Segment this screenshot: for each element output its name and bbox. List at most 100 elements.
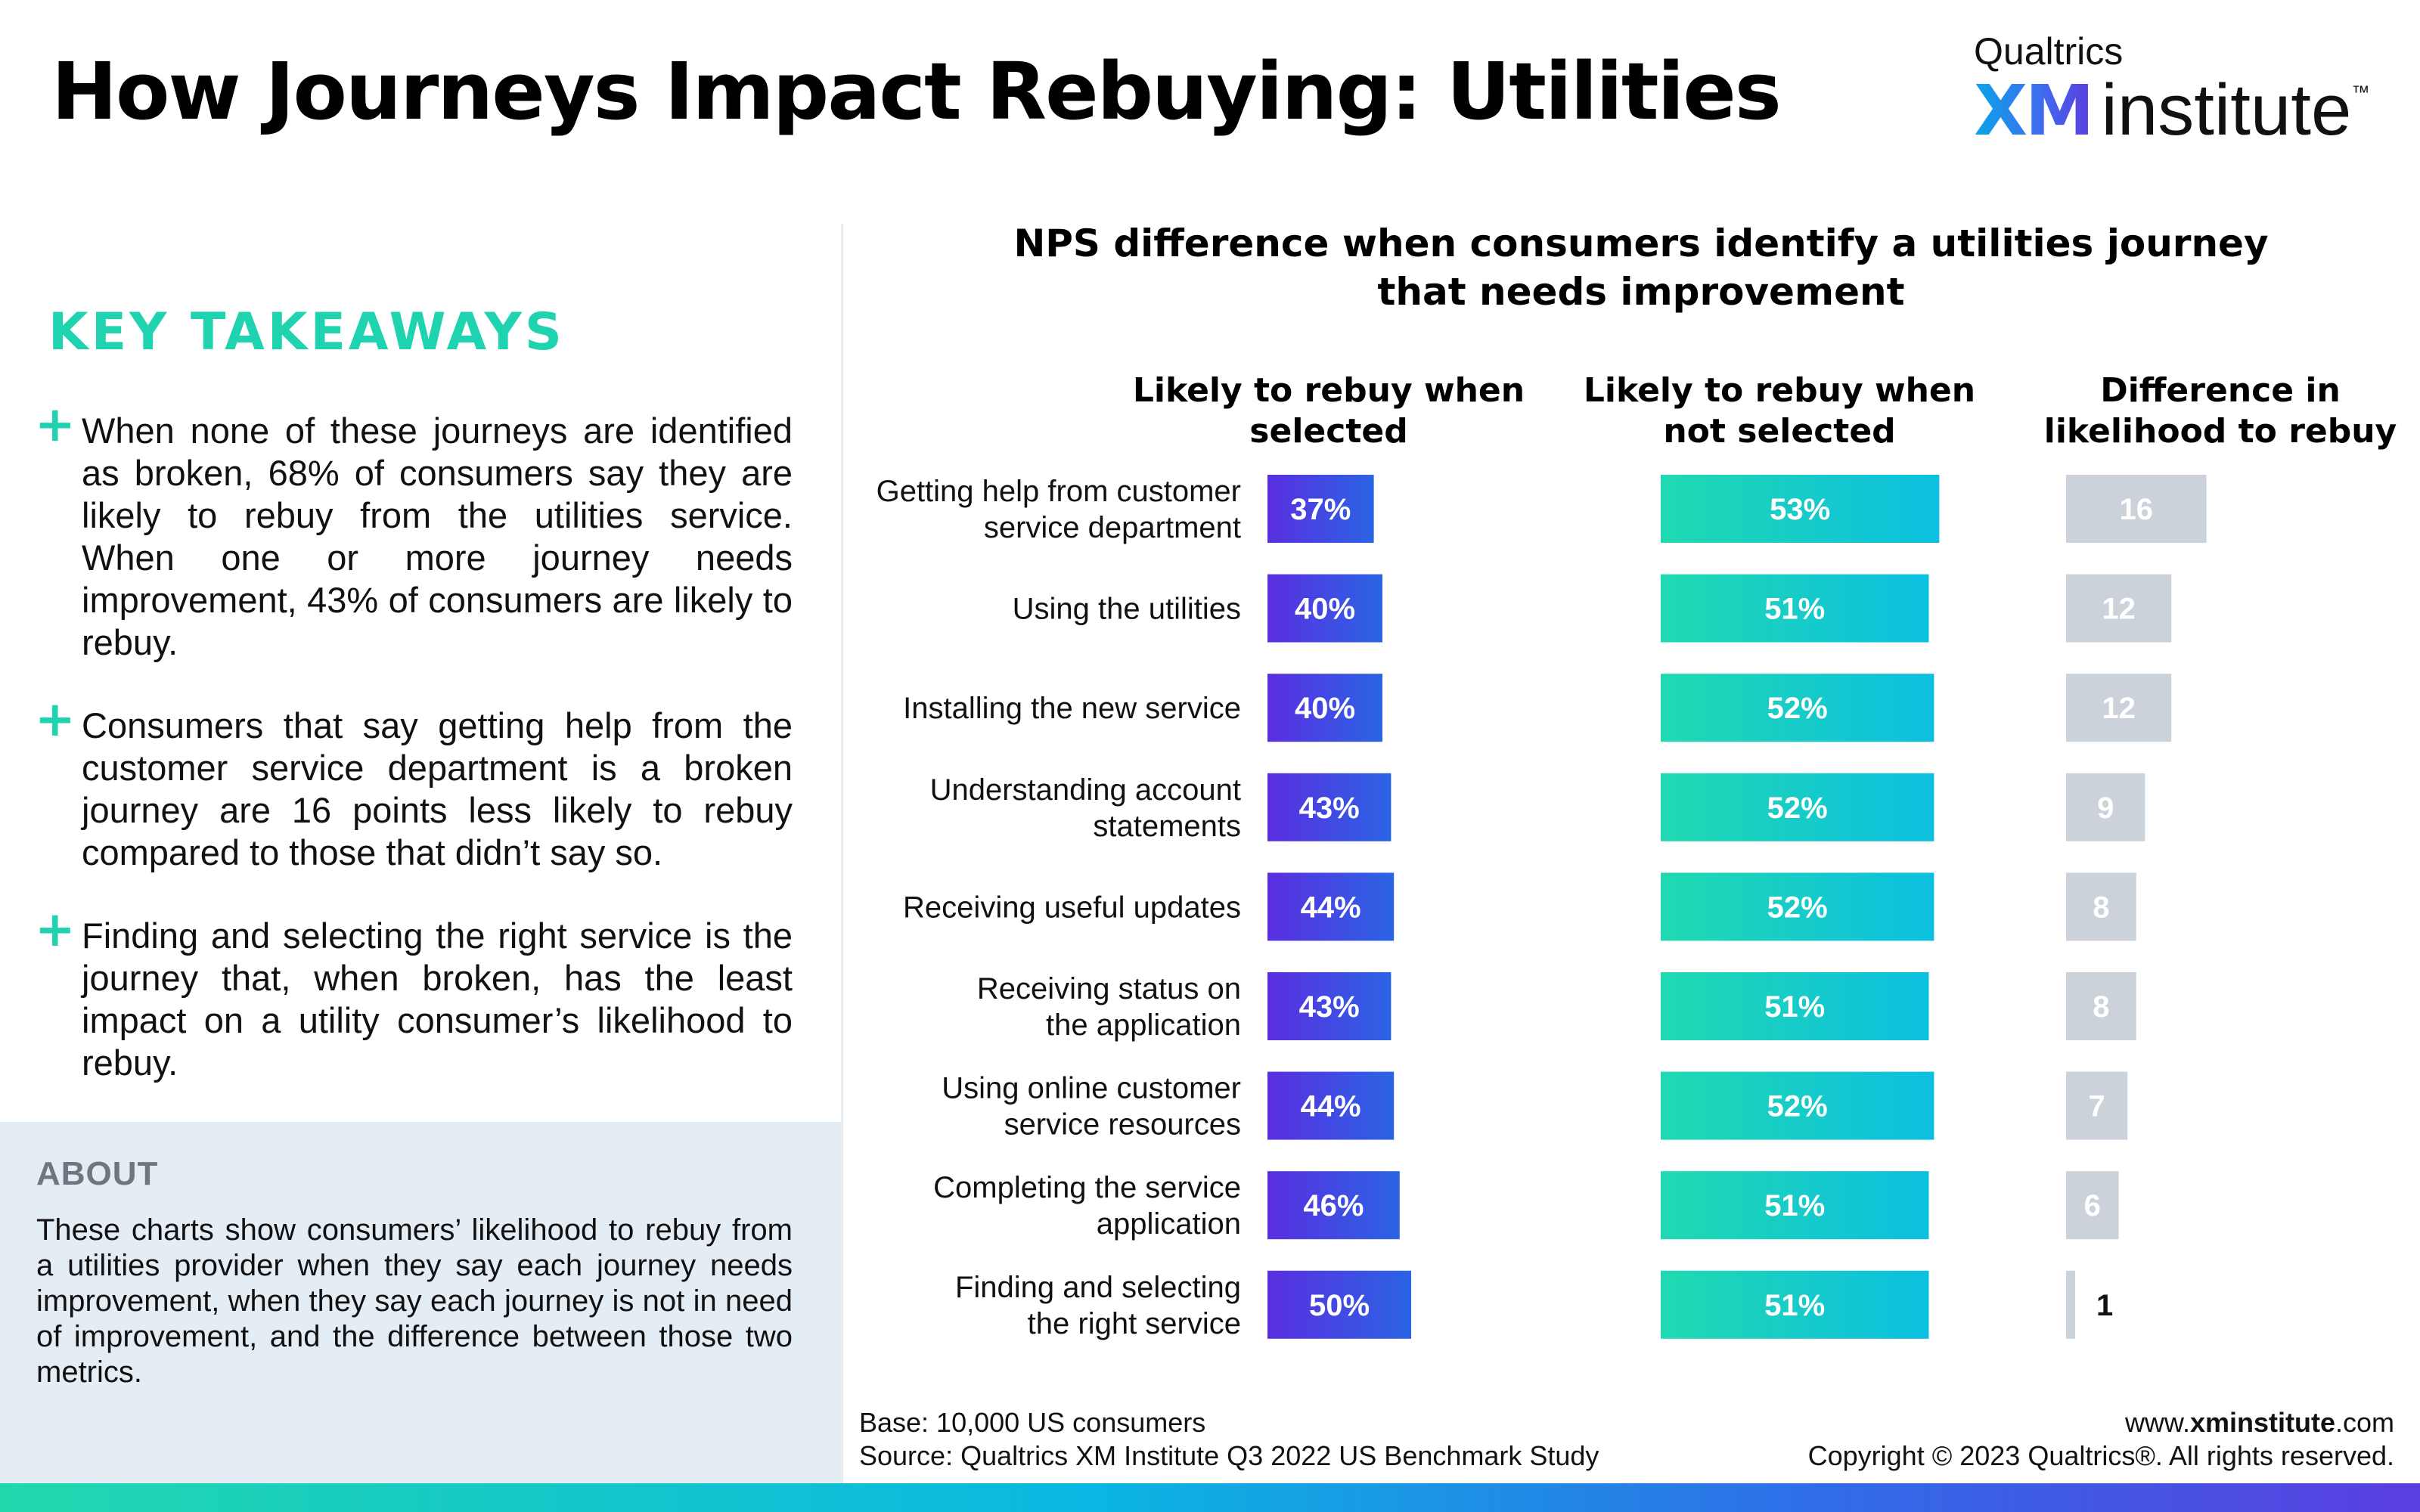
data-label-not-selected: 51% [1764, 1289, 1825, 1322]
takeaway-item: + Consumers that say getting help from t… [35, 696, 793, 874]
takeaway-text: Finding and selecting the right service … [82, 916, 793, 1083]
website-link-prefix: www. [2124, 1407, 2190, 1438]
category-label: Completing the service application [933, 1171, 1241, 1241]
source-note: Source: Qualtrics XM Institute Q3 2022 U… [859, 1440, 1599, 1471]
panel-divider [841, 224, 843, 1483]
footer-copyright: www.xminstitute.com Copyright © 2023 Qua… [1808, 1406, 2394, 1473]
bar-not-selected [1661, 1171, 1929, 1240]
data-label-difference: 16 [2120, 493, 2154, 526]
key-takeaways-heading: KEY TAKEAWAYS [48, 302, 565, 362]
logo-wordmark: XM institute™ [1974, 74, 2369, 168]
bar-difference [2066, 872, 2136, 941]
data-label-difference: 7 [2088, 1090, 2105, 1123]
bar-not-selected [1661, 773, 1934, 841]
bottom-gradient-bar [0, 1483, 2420, 1512]
bar-not-selected [1661, 574, 1929, 643]
logo-institute-text: institute [2101, 70, 2352, 150]
data-label-difference: 9 [2097, 792, 2114, 825]
website-link-suffix: .com [2335, 1407, 2394, 1438]
bar-not-selected [1661, 1270, 1929, 1339]
data-label-selected: 40% [1295, 593, 1355, 626]
bar-difference [2066, 475, 2207, 543]
bar-selected [1267, 972, 1392, 1040]
logo-xm-text: XM [1974, 70, 2094, 151]
website-link[interactable]: www.xminstitute.com [1808, 1406, 2394, 1439]
bar-selected [1267, 475, 1374, 543]
data-label-selected: 46% [1303, 1189, 1364, 1222]
bar-not-selected [1661, 972, 1929, 1040]
data-label-difference: 12 [2102, 593, 2136, 626]
data-label-selected: 37% [1290, 493, 1351, 526]
column-header-not-selected: Likely to rebuy when not selected [1583, 371, 1976, 451]
data-label-difference: 6 [2084, 1189, 2101, 1222]
bar-difference [2066, 773, 2145, 841]
data-label-selected: 43% [1299, 792, 1360, 825]
bar-difference [2066, 972, 2136, 1040]
data-label-not-selected: 52% [1767, 891, 1828, 924]
data-label-difference: 12 [2102, 692, 2136, 725]
footer-source: Base: 10,000 US consumers Source: Qualtr… [859, 1406, 1599, 1473]
about-box: ABOUT These charts show consumers’ likel… [0, 1122, 841, 1483]
category-label: Installing the new service [903, 692, 1241, 725]
logo-qualtrics-text: Qualtrics [1974, 30, 2124, 73]
category-label: Receiving useful updates [903, 891, 1241, 924]
column-header-difference: Difference in likelihood to rebuy [2043, 371, 2397, 451]
plus-icon: + [35, 692, 76, 748]
bar-difference [2066, 1171, 2119, 1240]
left-panel: KEY TAKEAWAYS + When none of these journ… [0, 227, 841, 1483]
data-label-difference: 8 [2093, 891, 2109, 924]
data-label-not-selected: 52% [1767, 792, 1828, 825]
data-label-selected: 40% [1295, 692, 1355, 725]
website-link-domain: xminstitute [2189, 1407, 2335, 1438]
xm-institute-logo: Qualtrics XM institute™ [1974, 30, 2369, 168]
copyright-text: Copyright © 2023 Qualtrics®. All rights … [1807, 1440, 2394, 1471]
data-label-difference: 1 [2096, 1289, 2113, 1322]
page-title: How Journeys Impact Rebuying: Utilities [51, 45, 1782, 138]
about-heading: ABOUT [36, 1155, 159, 1192]
category-label: Receiving status on the application [977, 972, 1241, 1042]
column-header-selected: Likely to rebuy when selected [1132, 371, 1525, 451]
data-label-not-selected: 51% [1764, 593, 1825, 626]
takeaway-item: + When none of these journeys are identi… [35, 401, 793, 664]
bar-not-selected [1661, 674, 1934, 742]
data-label-selected: 43% [1299, 990, 1360, 1024]
bar-selected [1267, 1171, 1400, 1240]
bar-selected [1267, 773, 1392, 841]
category-label: Understanding account statements [930, 773, 1241, 843]
data-label-selected: 44% [1301, 891, 1361, 924]
takeaway-text: When none of these journeys are identifi… [82, 411, 793, 662]
data-label-not-selected: 52% [1767, 692, 1828, 725]
data-label-difference: 8 [2093, 990, 2109, 1024]
category-label: Using the utilities [1013, 593, 1241, 626]
category-label: Getting help from customer service depart… [876, 475, 1241, 544]
category-label: Finding and selecting the right service [955, 1271, 1241, 1340]
chart-title: NPS difference when consumers identify a… [1013, 222, 2269, 314]
bar-not-selected [1661, 872, 1934, 941]
about-text: These charts show consumers’ likelihood … [36, 1213, 793, 1389]
data-label-not-selected: 51% [1764, 1189, 1825, 1222]
category-label: Using online customer service resources [942, 1072, 1241, 1142]
data-label-not-selected: 52% [1767, 1090, 1828, 1123]
bar-selected [1267, 1270, 1411, 1339]
base-note: Base: 10,000 US consumers [859, 1407, 1206, 1438]
bar-selected [1267, 574, 1382, 643]
plus-icon: + [35, 902, 76, 958]
plus-icon: + [35, 397, 76, 453]
bar-selected [1267, 674, 1382, 742]
data-label-selected: 44% [1301, 1090, 1361, 1123]
bar-not-selected [1661, 1071, 1934, 1140]
data-label-not-selected: 51% [1764, 990, 1825, 1024]
bar-difference [2066, 1071, 2128, 1140]
data-label-selected: 50% [1309, 1289, 1370, 1322]
bar-selected [1267, 1071, 1395, 1140]
bar-selected [1267, 872, 1395, 941]
takeaway-text: Consumers that say getting help from the… [82, 705, 793, 872]
bar-difference [2066, 574, 2172, 643]
bar-not-selected [1661, 475, 1940, 543]
logo-trademark: ™ [2351, 82, 2370, 103]
data-label-not-selected: 53% [1770, 493, 1830, 526]
bar-difference [2066, 1270, 2075, 1339]
bar-difference [2066, 674, 2172, 742]
takeaway-item: + Finding and selecting the right servic… [35, 906, 793, 1084]
